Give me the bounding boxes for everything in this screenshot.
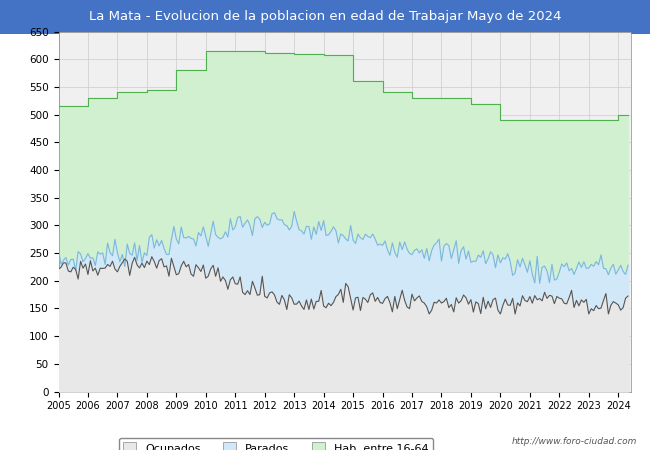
Legend: Ocupados, Parados, Hab. entre 16-64: Ocupados, Parados, Hab. entre 16-64 [119, 437, 433, 450]
Text: La Mata - Evolucion de la poblacion en edad de Trabajar Mayo de 2024: La Mata - Evolucion de la poblacion en e… [89, 10, 561, 23]
Text: http://www.foro-ciudad.com: http://www.foro-ciudad.com [512, 436, 637, 446]
